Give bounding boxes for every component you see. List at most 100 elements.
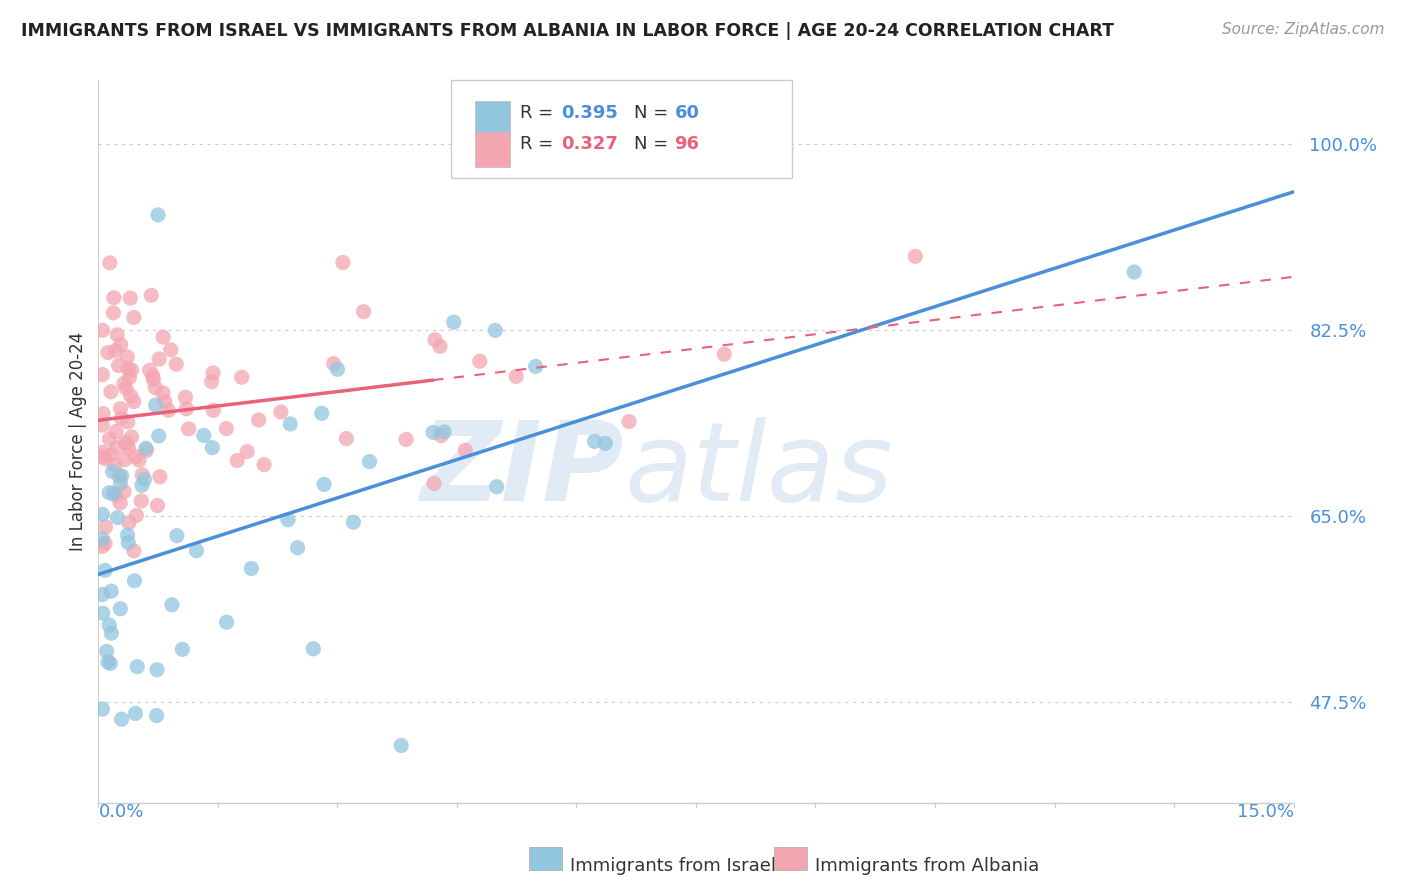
Point bbox=[332, 255, 354, 269]
Point bbox=[389, 739, 412, 753]
Point bbox=[353, 304, 375, 318]
Point bbox=[97, 345, 120, 359]
Point bbox=[395, 433, 418, 447]
Point bbox=[201, 441, 224, 455]
Text: Immigrants from Albania: Immigrants from Albania bbox=[815, 857, 1039, 875]
Point bbox=[91, 587, 114, 601]
Point bbox=[91, 323, 114, 337]
Point bbox=[98, 657, 121, 671]
Point bbox=[201, 375, 224, 389]
Point bbox=[142, 368, 165, 383]
Point bbox=[103, 486, 125, 500]
Point bbox=[311, 406, 333, 420]
Point bbox=[193, 428, 215, 442]
Point bbox=[240, 561, 263, 575]
Point bbox=[98, 256, 121, 270]
Point bbox=[103, 306, 125, 320]
Point bbox=[120, 291, 142, 305]
Point bbox=[112, 376, 135, 391]
Point bbox=[131, 494, 153, 508]
Point bbox=[468, 354, 491, 368]
Point bbox=[91, 702, 114, 716]
Point bbox=[127, 659, 149, 673]
Point bbox=[423, 476, 446, 491]
Point bbox=[94, 520, 117, 534]
Point bbox=[485, 480, 508, 494]
Point bbox=[202, 403, 225, 417]
Point bbox=[215, 421, 238, 435]
Point bbox=[117, 415, 139, 429]
Point bbox=[98, 485, 121, 500]
Point bbox=[117, 437, 139, 451]
Point bbox=[110, 337, 132, 351]
Point bbox=[91, 417, 114, 432]
Point bbox=[160, 598, 183, 612]
Point bbox=[115, 381, 138, 395]
Point bbox=[287, 541, 309, 555]
Point bbox=[108, 469, 131, 483]
Point bbox=[713, 347, 735, 361]
Point bbox=[105, 327, 128, 342]
Point bbox=[423, 333, 446, 347]
Point bbox=[91, 532, 114, 546]
Point bbox=[454, 443, 477, 458]
Point bbox=[131, 478, 153, 492]
Point bbox=[157, 403, 180, 417]
Point bbox=[118, 516, 141, 530]
Point bbox=[96, 644, 118, 658]
Point bbox=[91, 445, 114, 459]
Point bbox=[430, 428, 453, 442]
Point bbox=[105, 425, 128, 439]
Y-axis label: In Labor Force | Age 20-24: In Labor Force | Age 20-24 bbox=[69, 332, 87, 551]
Point bbox=[100, 384, 122, 399]
Point bbox=[335, 432, 357, 446]
Point bbox=[135, 441, 157, 455]
Point bbox=[91, 450, 114, 464]
Point bbox=[277, 513, 299, 527]
Point bbox=[148, 352, 170, 367]
Point bbox=[117, 535, 139, 549]
Point bbox=[174, 390, 197, 404]
Point bbox=[94, 451, 117, 466]
Point bbox=[429, 339, 451, 353]
Point bbox=[104, 458, 127, 472]
Point bbox=[110, 476, 132, 491]
Point bbox=[110, 468, 132, 483]
Point bbox=[422, 425, 444, 440]
Point bbox=[110, 411, 132, 425]
Point bbox=[122, 394, 145, 409]
Point bbox=[186, 543, 208, 558]
Point bbox=[121, 430, 143, 444]
Point bbox=[148, 429, 170, 443]
Point bbox=[146, 499, 169, 513]
Point bbox=[112, 484, 135, 499]
Point bbox=[326, 362, 349, 376]
Text: 0.0%: 0.0% bbox=[98, 803, 143, 821]
Point bbox=[141, 288, 163, 302]
Point bbox=[110, 401, 132, 416]
Point bbox=[131, 467, 153, 482]
Point bbox=[145, 381, 167, 395]
Point bbox=[524, 359, 547, 374]
Text: N =: N = bbox=[634, 103, 673, 122]
Point bbox=[97, 655, 120, 669]
Point bbox=[583, 434, 606, 449]
Point bbox=[322, 357, 344, 371]
Point bbox=[152, 330, 174, 344]
Point bbox=[270, 405, 292, 419]
Point bbox=[1123, 265, 1146, 279]
Point bbox=[110, 601, 132, 615]
Point bbox=[149, 469, 172, 483]
Point bbox=[247, 413, 270, 427]
Point bbox=[105, 441, 128, 455]
Point bbox=[145, 398, 167, 412]
Point bbox=[125, 508, 148, 523]
Point bbox=[595, 436, 617, 450]
Point bbox=[146, 208, 169, 222]
Point bbox=[103, 291, 125, 305]
Point bbox=[359, 455, 381, 469]
Point bbox=[172, 642, 194, 657]
Point bbox=[231, 370, 253, 384]
Point bbox=[91, 508, 114, 522]
Point bbox=[176, 401, 198, 416]
